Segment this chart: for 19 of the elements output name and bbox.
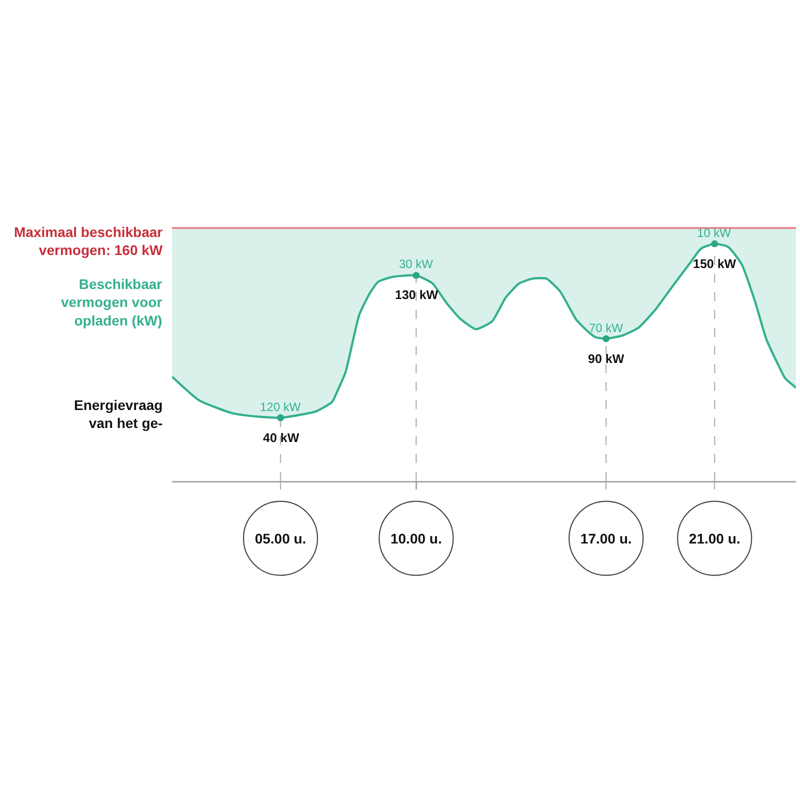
point [602,335,610,342]
annotation: 10 kW [697,226,732,240]
x-tick-label: 10.00 u. [390,530,442,546]
point [277,414,284,422]
data-label: 130 kW [395,288,438,302]
text: Beschikbaar vermogen voor opladen (kW) [61,276,163,328]
data-label: 90 kW [588,352,624,366]
annotation: 70 kW [589,321,624,335]
series-label: Energievraag van het ge- [74,397,164,432]
point [412,272,420,279]
data-label: 150 kW [693,257,736,271]
x-tick-label: 17.00 u. [580,530,632,546]
ref-line-label: Maximaal beschikbaar vermogen: 160 kW [14,224,164,258]
x-tick-label: 05.00 u. [254,530,306,546]
annotation: 30 kW [399,257,434,271]
data-label: 40 kW [263,431,300,445]
x-tick-label: 21.00 u. [688,530,740,546]
annotation: 120 kW [260,400,302,414]
point [711,240,718,248]
